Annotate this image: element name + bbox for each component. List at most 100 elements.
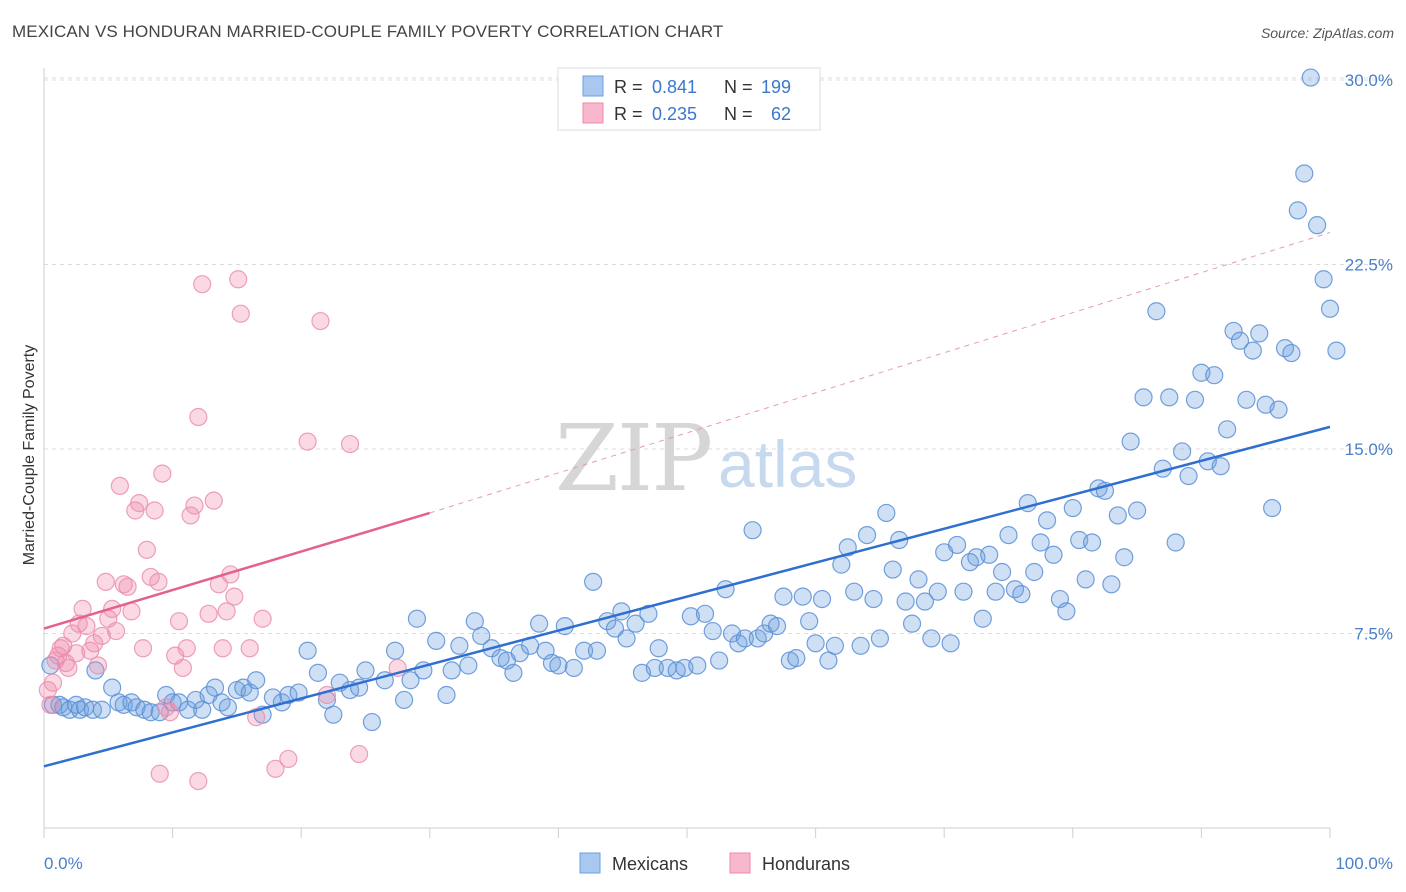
mexican-point [688,656,707,675]
honduran-point [173,658,192,678]
mexican-point [774,587,793,606]
legend-r-value-mexicans: 0.841 [652,77,697,97]
mexican-point [1082,533,1102,552]
honduran-point [340,434,360,454]
mexican-point [472,626,491,646]
watermark-atlas: atlas [718,427,857,501]
axes [43,68,1331,838]
mexican-point [92,700,111,719]
mexican-point [1263,498,1282,518]
mexican-point [1012,585,1031,604]
mexican-point [1134,388,1153,407]
mexican-point [1108,506,1127,525]
mexican-point [626,614,645,633]
trend-lines [43,232,1331,768]
source-label: Source: ZipAtlas.com [1260,25,1394,41]
mexican-point [812,589,832,609]
series-legend-swatch-mexicans [579,852,601,874]
honduran-point [189,407,208,427]
mexican-point [954,582,973,601]
mexican-point [1301,68,1320,87]
mexican-point [1063,498,1082,518]
mexican-point [703,621,722,641]
honduran-point [59,658,78,678]
honduran-point [63,624,82,643]
mexican-point [1102,575,1121,594]
honduran-point [49,646,68,665]
honduran-point [193,275,212,294]
honduran-point [349,744,369,764]
series-legend-label-hondurans: Hondurans [762,854,850,874]
mexican-point [1076,570,1095,589]
mexican-point [1211,457,1230,476]
mexican-point [504,663,523,682]
series-legend-swatch-hondurans [729,852,751,874]
mexican-point [1308,216,1327,235]
mexican-point [530,614,549,633]
y-tick-labels: 7.5% 15.0% 22.5% 30.0% [1345,71,1393,644]
honduran-point [266,759,285,778]
mexican-point [1179,466,1198,486]
legend-swatch-mexicans [582,75,604,97]
honduran-point [106,621,126,641]
legend-r-label-hondurans: R = [614,104,643,124]
mexican-point [1147,302,1166,321]
honduran-point [130,494,149,513]
mexican-point [793,587,812,606]
y-tick-label: 30.0% [1345,71,1393,90]
legend-n-label-mexicans: N = [724,77,753,97]
mexican-point [1269,400,1288,419]
mexican-point [838,538,857,557]
mexican-point [980,545,999,564]
legend-n-label-hondurans: N = [724,104,753,124]
honduran-point [240,639,259,658]
honduran-point [92,626,111,646]
mexican-point [385,641,405,660]
mexican-point [1282,343,1301,363]
mexican-point [767,617,787,636]
mexican-point [1237,390,1256,409]
mexican-point [401,671,420,690]
honduran-point [150,764,169,783]
mexican-point [1224,321,1243,341]
honduran-point [225,587,244,606]
x-tick-label-min: 0.0% [44,854,83,873]
mexican-point [909,570,928,589]
mexican-point [1243,341,1262,360]
mexican-point [743,521,762,540]
mexican-point [1173,442,1192,461]
mexican-point [639,604,658,623]
legend-n-value-mexicans: 199 [761,77,791,97]
mexican-point [735,629,754,648]
honduran-point [189,771,208,791]
honduran-point [169,612,189,631]
mexican-point [362,712,382,732]
honduran-point [77,617,96,636]
honduran-point [118,577,137,596]
honduran-point [145,501,164,520]
mexican-point [999,525,1018,545]
mexican-point [218,698,237,717]
mexican-point [1115,548,1134,567]
mexican-point [584,572,603,591]
mexican-point [1327,341,1346,360]
honduran-point [181,506,200,525]
mexican-point [442,661,461,680]
mexican-point [877,503,896,523]
mexicans-trend-line [43,425,1331,768]
honduran-point [137,540,156,559]
honduran-point [67,644,86,663]
mexican-point [437,685,456,705]
mexican-point [1295,164,1314,183]
mexican-point [806,634,825,653]
series-legend: Mexicans Hondurans [579,852,850,874]
mexican-point [681,607,700,626]
honduran-point [229,270,248,289]
mexican-point [896,592,915,611]
honduran-point [231,304,250,323]
mexican-point [800,612,819,631]
mexican-point [605,619,625,638]
honduran-point [88,656,108,675]
legend-r-label-mexicans: R = [614,77,643,97]
